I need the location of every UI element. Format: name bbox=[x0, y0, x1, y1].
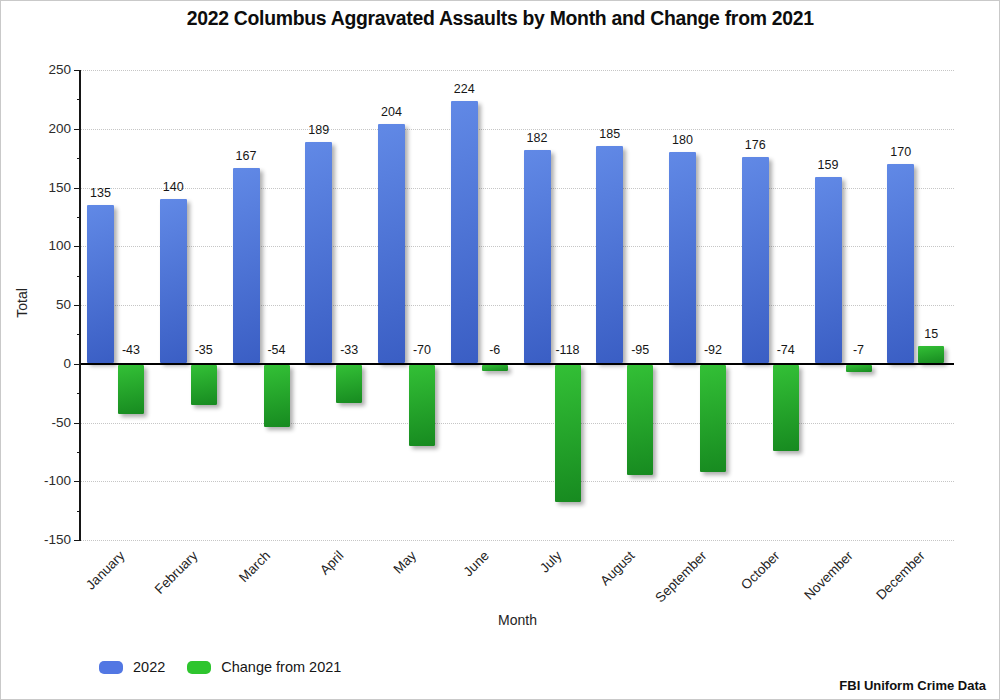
bar-change-december bbox=[918, 346, 944, 363]
source-note: FBI Uniform Crime Data bbox=[839, 678, 986, 693]
bar-value-label: -92 bbox=[683, 343, 743, 357]
y-tick-label: 50 bbox=[25, 297, 71, 312]
bar-change-february bbox=[191, 365, 217, 405]
bar-change-august bbox=[627, 365, 653, 476]
bar-value-label: -118 bbox=[538, 343, 598, 357]
gridline bbox=[81, 540, 954, 541]
bar-value-label: 180 bbox=[653, 133, 713, 147]
bar-value-label: 189 bbox=[289, 123, 349, 137]
y-tick-label: -150 bbox=[25, 532, 71, 547]
bar-change-april bbox=[336, 365, 362, 403]
x-tick-label: December bbox=[758, 548, 918, 568]
bar-value-label: -33 bbox=[319, 343, 379, 357]
legend-swatch-2022 bbox=[99, 661, 123, 674]
bar-value-label: 167 bbox=[216, 149, 276, 163]
bar-2022-august bbox=[596, 146, 623, 362]
legend-swatch-change bbox=[187, 661, 211, 674]
gridline bbox=[81, 423, 954, 424]
bar-2022-april bbox=[305, 142, 332, 363]
bar-change-may bbox=[409, 365, 435, 446]
x-tick-label-text: December bbox=[874, 548, 929, 603]
bar-value-label: 170 bbox=[871, 145, 931, 159]
bar-value-label: -43 bbox=[101, 343, 161, 357]
y-tick-label: -50 bbox=[25, 415, 71, 430]
bar-change-january bbox=[118, 365, 144, 415]
y-tick-label: -100 bbox=[25, 473, 71, 488]
gridline bbox=[81, 70, 954, 71]
bar-2022-may bbox=[378, 124, 405, 363]
bar-value-label: -7 bbox=[829, 343, 889, 357]
bar-value-label: 15 bbox=[901, 327, 961, 341]
bar-value-label: 176 bbox=[725, 138, 785, 152]
legend: 2022 Change from 2021 bbox=[99, 659, 353, 675]
gridline bbox=[81, 129, 954, 130]
bar-2022-july bbox=[524, 150, 551, 363]
bar-value-label: 204 bbox=[362, 105, 422, 119]
bar-2022-february bbox=[160, 199, 187, 363]
bar-value-label: 140 bbox=[143, 180, 203, 194]
bar-change-march bbox=[264, 365, 290, 427]
gridline bbox=[81, 481, 954, 482]
y-tick-label: 150 bbox=[25, 180, 71, 195]
y-tick-label: 0 bbox=[25, 356, 71, 371]
bar-value-label: -35 bbox=[174, 343, 234, 357]
y-tick-label: 250 bbox=[25, 62, 71, 77]
bar-2022-november bbox=[815, 177, 842, 363]
plot-area: 250200150100500-50-100-150135-43January1… bbox=[1, 1, 999, 699]
bar-value-label: 135 bbox=[71, 186, 131, 200]
bar-change-september bbox=[700, 365, 726, 472]
bar-value-label: -54 bbox=[247, 343, 307, 357]
y-tick-label: 100 bbox=[25, 238, 71, 253]
legend-label-2022: 2022 bbox=[133, 659, 165, 675]
bar-value-label: -95 bbox=[610, 343, 670, 357]
bar-value-label: 185 bbox=[580, 127, 640, 141]
bar-change-june bbox=[482, 365, 508, 371]
y-tick-label: 200 bbox=[25, 121, 71, 136]
x-axis-title: Month bbox=[493, 612, 543, 628]
chart-page: 2022 Columbus Aggravated Assaults by Mon… bbox=[0, 0, 1000, 700]
bar-value-label: -6 bbox=[465, 343, 525, 357]
y-axis-title: Total bbox=[14, 281, 30, 325]
bar-value-label: 182 bbox=[507, 131, 567, 145]
bar-change-november bbox=[846, 365, 872, 372]
legend-label-change: Change from 2021 bbox=[221, 659, 341, 675]
bar-2022-october bbox=[742, 157, 769, 363]
bar-change-october bbox=[773, 365, 799, 451]
bar-2022-june bbox=[451, 101, 478, 363]
y-axis-line bbox=[79, 70, 81, 540]
y-major-tick bbox=[74, 540, 81, 541]
bar-2022-september bbox=[669, 152, 696, 363]
bar-value-label: 224 bbox=[434, 82, 494, 96]
bar-value-label: 159 bbox=[798, 158, 858, 172]
bar-change-july bbox=[555, 365, 581, 503]
bar-2022-march bbox=[233, 168, 260, 363]
bar-2022-january bbox=[87, 205, 114, 363]
bar-value-label: -70 bbox=[392, 343, 452, 357]
bar-value-label: -74 bbox=[756, 343, 816, 357]
